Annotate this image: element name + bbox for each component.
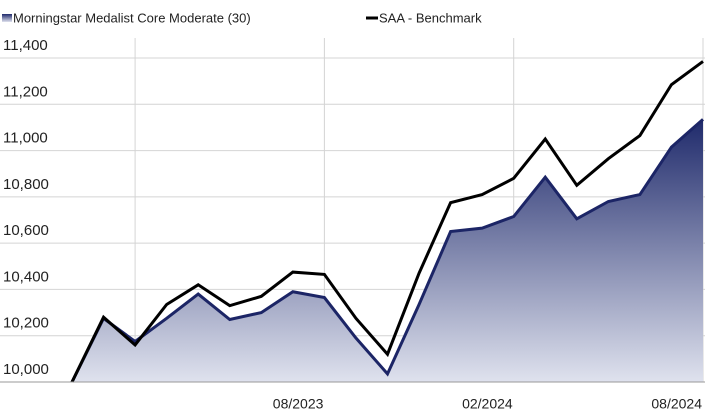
y-tick-label: 11,200 [3,83,48,100]
y-tick-label: 10,600 [3,222,49,239]
x-tick-label: 08/2023 [273,396,324,412]
line [70,118,704,383]
y-tick-label: 10,400 [3,268,49,285]
y-tick-label: 11,000 [3,130,48,147]
y-tick-label: 10,200 [3,315,49,332]
y-tick-label: 11,400 [3,37,48,54]
y-tick-label: 10,800 [3,176,49,193]
area [72,119,703,382]
x-tick-label: 02/2024 [462,396,513,412]
legend-swatch [2,14,12,22]
y-tick-label: 10,000 [3,361,49,378]
line [70,60,704,383]
legend-label: Morningstar Medalist Core Moderate (30) [13,10,251,25]
x-tick-label: 08/2024 [651,396,702,412]
marks [0,60,705,383]
legend-label: SAA - Benchmark [379,10,482,25]
